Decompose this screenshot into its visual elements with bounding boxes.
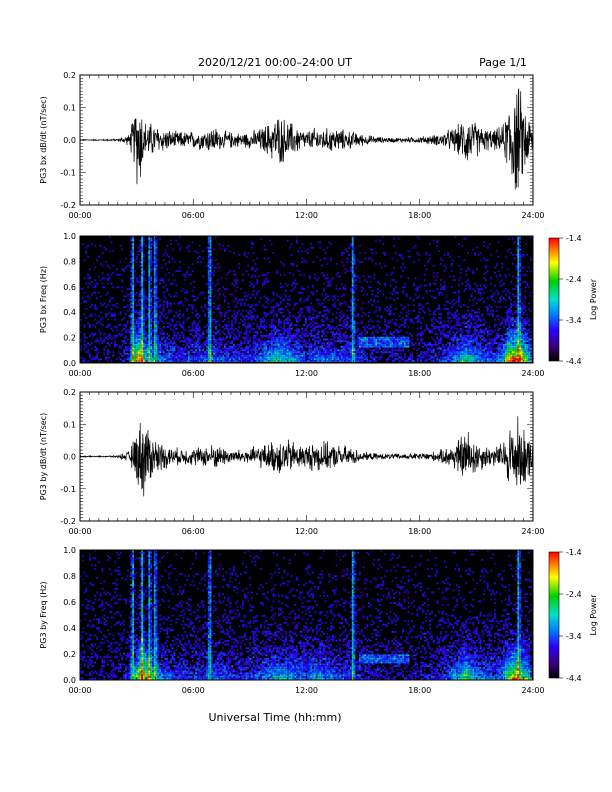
y-tick-label: 0.4 [63, 624, 76, 633]
plot-frame [79, 74, 534, 206]
by-spectrogram-panel: -1.4 -2.4 -3.4 -4.4 Log Power 1.0 0.8 0.6 0.4 0.2… [39, 546, 598, 695]
x-tick-label: 12:00 [295, 211, 318, 220]
y-tick-label: 0.2 [63, 334, 76, 343]
y-tick-label: 0.0 [63, 136, 76, 145]
y-tick-label: 0.2 [63, 650, 76, 659]
y-tick-label: -0.1 [60, 485, 76, 494]
x-tick-label: 18:00 [408, 527, 431, 536]
x-tick-label: 18:00 [408, 211, 431, 220]
x-tick-label: 06:00 [182, 369, 205, 378]
page-title: 2020/12/21 00:00–24:00 UT [198, 56, 352, 69]
x-tick-label: 06:00 [182, 211, 205, 220]
y-axis-title: PG3 bx dB/dt (nT/sec) [39, 96, 48, 183]
bx-waveform-panel: 0.2 0.1 0.0 -0.1 -0.200:00 06:00 12:00 18:00 24:… [39, 71, 545, 220]
y-axis-title: PG3 by Freq (Hz) [39, 581, 48, 648]
colorbar-tick-label: -4.4 [566, 357, 582, 366]
y-tick-label: 0.0 [63, 676, 76, 685]
x-tick-label: 06:00 [182, 686, 205, 695]
x-tick-label: 24:00 [521, 211, 544, 220]
x-axis-title: Universal Time (hh:mm) [209, 711, 342, 724]
bx-spectrogram-panel: -1.4 -2.4 -3.4 -4.4 Log Power 1.0 0.8 0.6 0.4 0.2… [39, 232, 598, 378]
y-tick-label: 0.8 [63, 572, 76, 581]
y-tick-label: 0.0 [63, 453, 76, 462]
x-tick-label: 00:00 [68, 527, 91, 536]
colorbar-tick-label: -3.4 [566, 316, 582, 325]
y-axis-title: PG3 bx Freq (Hz) [39, 266, 48, 333]
x-tick-label: 00:00 [68, 369, 91, 378]
y-tick-label: 0.6 [63, 598, 76, 607]
x-tick-label: 18:00 [408, 686, 431, 695]
y-tick-label: -0.2 [60, 201, 76, 210]
x-tick-label: 12:00 [295, 369, 318, 378]
y-tick-label: 0.1 [63, 420, 76, 429]
y-tick-label: 0.6 [63, 283, 76, 292]
y-tick-label: 0.8 [63, 257, 76, 266]
waveform-series [79, 88, 534, 190]
colorbar-tick-label: -1.4 [566, 548, 582, 557]
colorbar [548, 551, 560, 679]
plot-frame [79, 391, 534, 522]
colorbar-tick-label: -4.4 [566, 674, 582, 683]
spectrogram-cells [80, 550, 532, 680]
colorbar-tick-label: -2.4 [566, 275, 582, 284]
colorbar [548, 237, 560, 362]
y-tick-label: 1.0 [63, 546, 76, 555]
spectrogram-cells [80, 236, 532, 362]
y-tick-label: 0.2 [63, 71, 76, 80]
colorbar-tick-label: -1.4 [566, 234, 582, 243]
plot-frame [79, 235, 534, 364]
x-tick-label: 00:00 [68, 686, 91, 695]
y-tick-label: 0.1 [63, 104, 76, 113]
x-tick-label: 12:00 [295, 686, 318, 695]
x-tick-label: 06:00 [182, 527, 205, 536]
y-tick-label: 0.4 [63, 308, 76, 317]
colorbar-tick-label: -3.4 [566, 632, 582, 641]
colorbar-label: Log Power [589, 594, 598, 636]
x-tick-label: 00:00 [68, 211, 91, 220]
plot-frame [79, 549, 534, 681]
y-tick-label: -0.2 [60, 517, 76, 526]
x-tick-label: 24:00 [521, 369, 544, 378]
x-tick-label: 18:00 [408, 369, 431, 378]
waveform-series [79, 416, 534, 497]
page-number: Page 1/1 [479, 56, 527, 69]
colorbar-tick-label: -2.4 [566, 590, 582, 599]
y-tick-label: 0.2 [63, 388, 76, 397]
x-tick-label: 24:00 [521, 686, 544, 695]
colorbar-label: Log Power [589, 278, 598, 320]
by-waveform-panel: 0.2 0.1 0.0 -0.1 -0.200:00 06:00 12:00 18:00 24:… [39, 388, 545, 536]
x-tick-label: 12:00 [295, 527, 318, 536]
y-tick-label: -0.1 [60, 169, 76, 178]
x-tick-label: 24:00 [521, 527, 544, 536]
y-tick-label: 1.0 [63, 232, 76, 241]
y-axis-title: PG3 by dB/dt (nT/sec) [39, 413, 48, 500]
y-tick-label: 0.0 [63, 359, 76, 368]
